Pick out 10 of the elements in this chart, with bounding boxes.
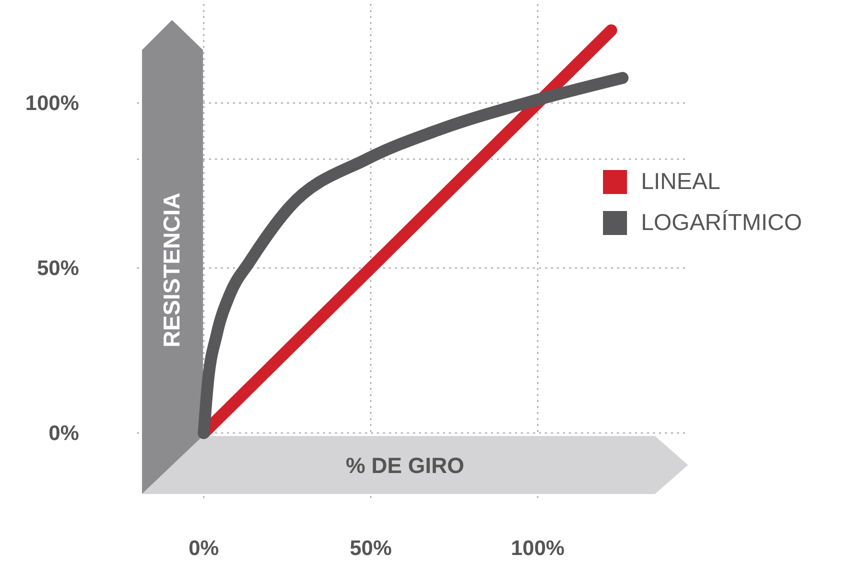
legend-label: LOGARÍTMICO	[641, 209, 802, 236]
x-tick-label: 50%	[350, 537, 392, 560]
x-tick-label: 100%	[510, 537, 565, 560]
y-tick-label: 100%	[25, 92, 80, 115]
y-tick-label: 0%	[48, 422, 80, 445]
y-tick-label: 50%	[36, 257, 80, 280]
x-tick-label: 0%	[188, 537, 220, 560]
x-axis-title: % DE GIRO	[346, 453, 464, 479]
legend-label: LINEAL	[641, 168, 720, 195]
y-axis-title: RESISTENCIA	[158, 192, 186, 348]
